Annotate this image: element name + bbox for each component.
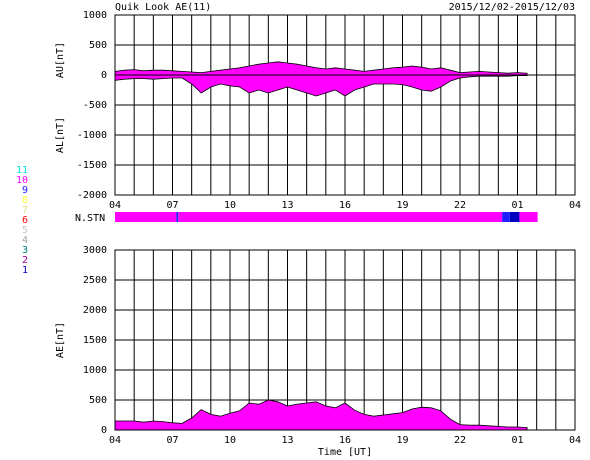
legend-entry: 8 [22,195,28,206]
legend-entry: 9 [22,185,28,196]
y-tick-label: 500 [89,40,107,51]
y-axis-label: AE[nT] [55,322,66,358]
x-tick-label: 16 [339,200,351,211]
x-tick-label: 16 [339,435,351,446]
y-tick-label: 3000 [83,245,107,256]
legend-entry: 7 [22,205,28,216]
y-tick-label: -500 [83,100,107,111]
y-axis-label: AU[nT] [55,42,66,78]
plot-frame [114,249,576,431]
x-tick-label: 01 [511,435,523,446]
stations-label: N.STN [75,213,105,224]
y-axis-label: AL[nT] [55,117,66,153]
legend-entry: 1 [22,265,28,276]
x-axis-label: Time [UT] [318,447,372,458]
title: Quik Look AE(11) [115,2,211,13]
area [114,61,528,76]
y-tick-label: 2000 [83,305,107,316]
plot-frame [114,14,576,196]
y-tick-label: 1000 [83,365,107,376]
x-tick-label: 19 [396,435,408,446]
x-tick-label: 01 [511,200,523,211]
x-tick-label: 19 [396,200,408,211]
station-segment [176,212,179,222]
x-tick-label: 07 [166,200,178,211]
legend-entry: 2 [22,255,28,266]
x-tick-label: 10 [224,200,236,211]
x-tick-label: 04 [109,200,121,211]
y-tick-label: 0 [101,70,107,81]
station-segment [115,212,177,222]
area [114,399,528,431]
legend-entry: 5 [22,225,28,236]
legend-entry: 4 [22,235,28,246]
x-tick-label: 04 [569,435,581,446]
y-tick-label: 0 [101,425,107,436]
x-tick-label: 22 [454,435,466,446]
x-tick-label: 10 [224,435,236,446]
x-tick-label: 04 [569,200,581,211]
x-tick-label: 22 [454,200,466,211]
y-tick-label: -1500 [77,160,107,171]
y-tick-label: -2000 [77,190,107,201]
area [114,74,528,97]
y-tick-label: 1500 [83,335,107,346]
legend-entry: 6 [22,215,28,226]
x-tick-label: 13 [281,200,293,211]
x-tick-label: 07 [166,435,178,446]
legend-entry: 10 [16,175,28,186]
x-tick-label: 13 [281,435,293,446]
y-tick-label: 1000 [83,10,107,21]
legend-entry: 11 [16,165,28,176]
station-segment [502,212,510,222]
station-segment [519,212,538,222]
y-tick-label: 500 [89,395,107,406]
y-tick-label: 2500 [83,275,107,286]
legend-entry: 3 [22,245,28,256]
station-segment [178,212,503,222]
x-tick-label: 04 [109,435,121,446]
y-tick-label: -1000 [77,130,107,141]
station-segment [509,212,520,222]
date-range: 2015/12/02-2015/12/03 [449,2,575,13]
